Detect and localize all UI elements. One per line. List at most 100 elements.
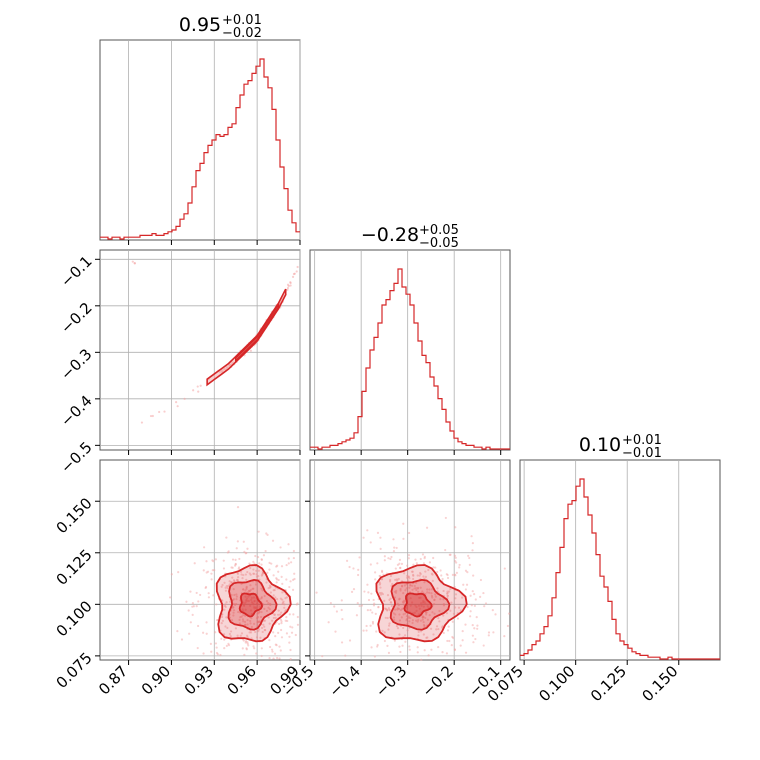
s32-sample-point [340,599,343,602]
s31-sample-point [242,540,245,543]
s32-sample-point [454,526,457,529]
s31-sample-point [263,594,266,598]
s31-sample-point [225,585,228,588]
s32-sample-point [434,566,437,569]
s21-sample-point [289,284,292,287]
s32-sample-point [503,567,506,570]
s31-sample-point [269,585,272,588]
s31-sample-point [215,651,219,655]
s32-sample-point [466,605,469,609]
s32-sample-point [415,605,418,609]
s31-sample-point [241,577,244,580]
s32-sample-point [448,639,451,643]
s31-sample-point [269,645,272,649]
s32-sample-point [420,658,423,661]
s32-sample-point [383,555,386,558]
s31-sample-point [288,635,291,638]
s32-sample-point [405,587,408,590]
s31-sample-point [289,580,292,583]
s32-sample-point [415,609,418,612]
title-p1-plus: +0.01 [222,13,262,28]
s31-sample-point [250,598,253,602]
s31-sample-point [253,607,256,610]
s32-sample-point [442,614,445,617]
s32-sample-point [439,569,442,572]
s31-sample-point [260,587,263,590]
s32-sample-point [415,562,418,565]
s32-sample-point [411,621,414,625]
s31-sample-point [207,592,210,595]
s32-sample-point [377,606,380,609]
s31-sample-point [280,611,283,614]
s32-sample-point [374,578,377,581]
s31-sample-point [234,564,237,567]
s32-sample-point [370,592,373,595]
s31-sample-point [244,601,247,604]
s32-sample-point [430,588,434,591]
title-p1: 0.95 [179,14,221,36]
s21-sample-point [151,414,154,418]
s32-sample-point [402,522,405,525]
s31-sample-point [279,618,283,621]
s31-sample-point [277,570,280,573]
s32-sample-point [453,585,456,589]
s32-sample-point [417,634,420,637]
s31-contour-outer [215,564,292,643]
s31-sample-point [252,645,255,648]
histogram-panel-p2 [309,249,511,455]
h2-histogram-line [310,268,510,450]
s21-sample-point [196,385,199,388]
s31-sample-point [249,584,252,587]
s32-sample-point [432,566,435,569]
s32-sample-point [417,604,421,607]
s31-sample-point [229,630,233,633]
s31-sample-point [235,602,238,606]
s32-sample-point [416,586,420,589]
s32-sample-point [422,575,425,578]
s31-sample-point [247,595,250,598]
s32-sample-point [451,635,454,639]
s32-sample-point [369,541,372,544]
s31-sample-point [236,540,239,543]
s32-sample-point [402,613,405,616]
s32-sample-point [371,611,374,614]
s32-sample-point [363,590,366,593]
s32-sample-point [440,574,443,577]
s32-sample-point [449,587,452,591]
s31-sample-point [264,629,267,632]
s32-sample-point [405,583,408,586]
s31-sample-point [237,567,240,570]
s21-sample-point [192,389,195,392]
s31-sample-point [188,632,191,635]
s32-sample-point [428,614,431,617]
s31-sample-point [235,597,238,601]
s32-sample-point [437,627,440,631]
s31-sample-point [267,616,270,619]
s32-sample-point [450,644,453,647]
s31-sample-point [205,571,208,574]
s32-sample-point [401,607,404,610]
s32-sample-point [415,619,418,622]
s32-sample-point [445,652,449,655]
s31-sample-point [250,601,254,604]
s32-sample-point [418,574,421,577]
s32-sample-point [404,640,407,643]
s31-sample-point [254,583,258,586]
s31-sample-point [256,555,260,559]
s31-sample-point [191,602,194,605]
s32-sample-point [426,636,429,639]
s31-sample-point [270,648,274,651]
s32-sample-point [435,628,438,631]
s31-sample-point [230,619,234,622]
s31-sample-point [287,557,290,560]
s32-sample-point [430,592,433,595]
s32-sample-point [386,594,390,597]
s32-sample-point [435,625,439,628]
s32-sample-point [417,630,420,634]
s31-sample-point [251,587,254,590]
s32-sample-point [407,557,410,560]
s31-sample-point [215,603,218,606]
s21-contour-inner [235,302,280,363]
